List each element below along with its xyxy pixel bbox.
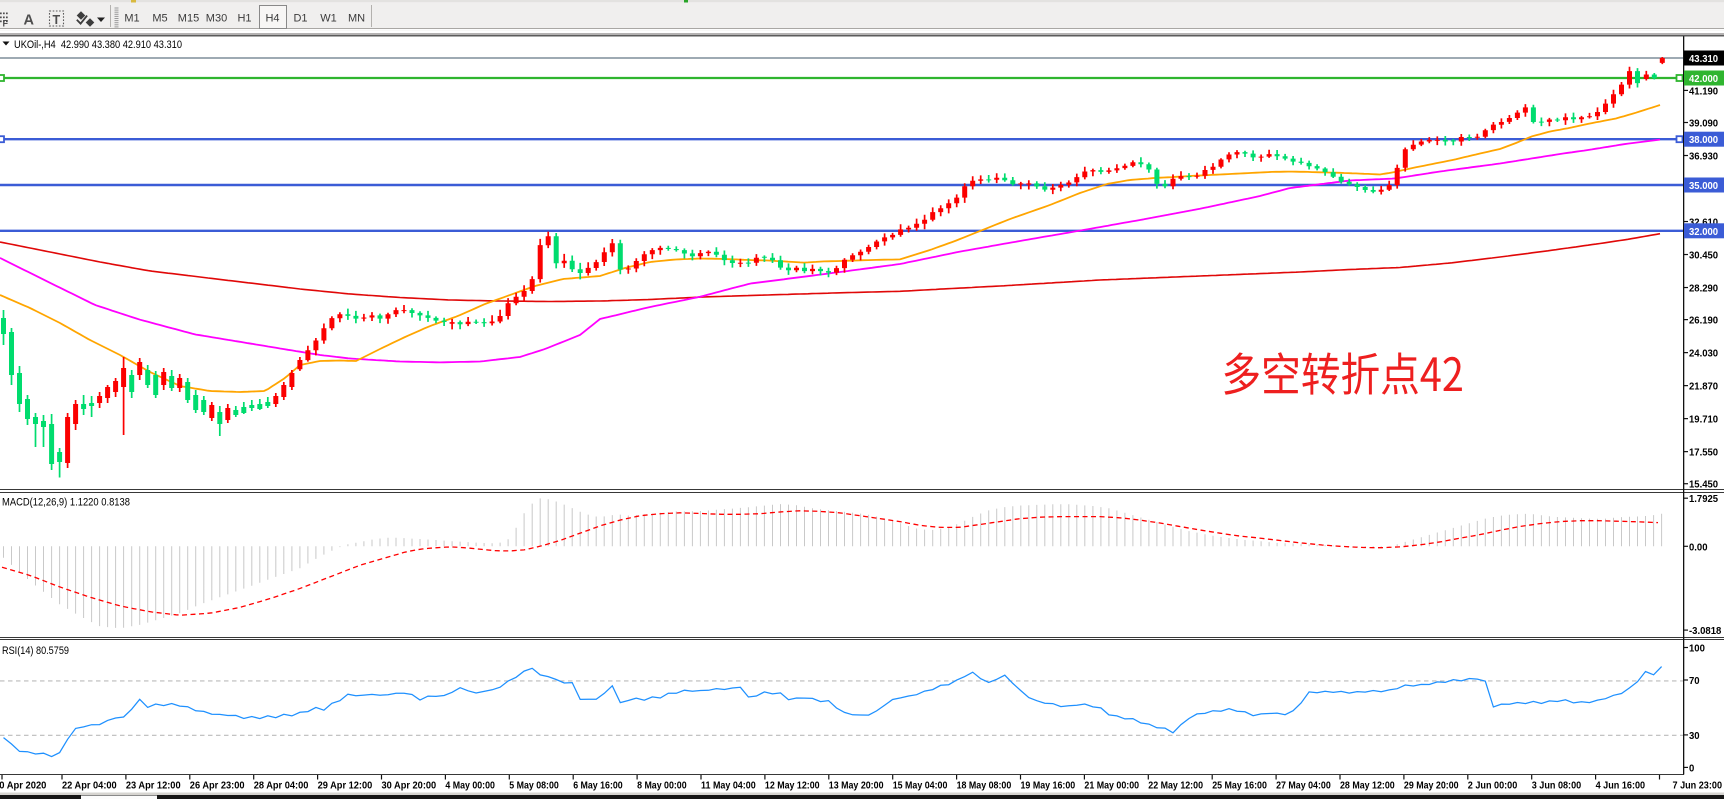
svg-text:1.7925: 1.7925: [1689, 494, 1718, 505]
svg-text:22 May 12:00: 22 May 12:00: [1148, 781, 1203, 792]
svg-text:22 Apr 04:00: 22 Apr 04:00: [62, 781, 117, 792]
svg-text:70: 70: [1689, 676, 1700, 687]
svg-text:8 May 00:00: 8 May 00:00: [637, 781, 687, 792]
svg-text:26 Apr 23:00: 26 Apr 23:00: [190, 781, 245, 792]
svg-text:29 May 20:00: 29 May 20:00: [1404, 781, 1459, 792]
svg-text:15 May 04:00: 15 May 04:00: [893, 781, 948, 792]
svg-text:21.870: 21.870: [1689, 382, 1718, 393]
svg-text:M15: M15: [178, 13, 199, 25]
svg-text:18 May 08:00: 18 May 08:00: [957, 781, 1012, 792]
svg-text:19.710: 19.710: [1689, 415, 1718, 426]
svg-text:42.000: 42.000: [1689, 74, 1718, 85]
svg-text:21 May 00:00: 21 May 00:00: [1084, 781, 1139, 792]
svg-text:28 May 12:00: 28 May 12:00: [1340, 781, 1395, 792]
svg-text:M1: M1: [124, 13, 139, 25]
svg-text:24.030: 24.030: [1689, 349, 1718, 360]
svg-text:27 May 04:00: 27 May 04:00: [1276, 781, 1331, 792]
svg-text:W1: W1: [320, 13, 337, 25]
svg-text:35.000: 35.000: [1689, 181, 1718, 192]
svg-text:M30: M30: [206, 13, 227, 25]
svg-text:UKOil-,H4 42.990 43.380 42.91: UKOil-,H4 42.990 43.380 42.910 43.310: [14, 39, 182, 51]
svg-text:20 Apr 2020: 20 Apr 2020: [0, 781, 47, 792]
svg-text:11 May 04:00: 11 May 04:00: [701, 781, 756, 792]
svg-text:0: 0: [1689, 763, 1695, 774]
svg-text:100: 100: [1689, 644, 1705, 655]
svg-text:39.090: 39.090: [1689, 119, 1718, 130]
svg-text:D1: D1: [293, 13, 307, 25]
svg-text:M5: M5: [152, 13, 167, 25]
svg-text:T: T: [53, 13, 61, 27]
svg-text:F: F: [3, 19, 9, 29]
svg-text:13 May 20:00: 13 May 20:00: [829, 781, 884, 792]
svg-text:17.550: 17.550: [1689, 448, 1718, 459]
svg-text:A: A: [24, 13, 35, 29]
svg-text:2 Jun 00:00: 2 Jun 00:00: [1468, 781, 1518, 792]
svg-text:15.450: 15.450: [1689, 480, 1718, 491]
svg-text:7 Jun 23:00: 7 Jun 23:00: [1673, 781, 1723, 792]
svg-text:RSI(14) 80.5759: RSI(14) 80.5759: [2, 645, 69, 657]
svg-text:0.00: 0.00: [1689, 542, 1708, 553]
svg-text:6 May 16:00: 6 May 16:00: [573, 781, 623, 792]
svg-text:4 Jun 16:00: 4 Jun 16:00: [1596, 781, 1646, 792]
svg-text:30 Apr 20:00: 30 Apr 20:00: [382, 781, 437, 792]
svg-text:41.190: 41.190: [1689, 86, 1718, 97]
svg-text:30.450: 30.450: [1689, 251, 1718, 262]
svg-text:43.310: 43.310: [1689, 54, 1718, 65]
svg-text:28 Apr 04:00: 28 Apr 04:00: [254, 781, 309, 792]
svg-text:25 May 16:00: 25 May 16:00: [1212, 781, 1267, 792]
svg-text:28.290: 28.290: [1689, 284, 1718, 295]
svg-text:19 May 16:00: 19 May 16:00: [1021, 781, 1076, 792]
svg-text:5 May 08:00: 5 May 08:00: [509, 781, 559, 792]
svg-text:4 May 00:00: 4 May 00:00: [445, 781, 495, 792]
svg-text:MN: MN: [348, 13, 365, 25]
svg-text:30: 30: [1689, 731, 1700, 742]
svg-text:23 Apr 12:00: 23 Apr 12:00: [126, 781, 181, 792]
svg-text:29 Apr 12:00: 29 Apr 12:00: [318, 781, 373, 792]
svg-text:MACD(12,26,9) 1.1220 0.8138: MACD(12,26,9) 1.1220 0.8138: [2, 497, 130, 509]
svg-text:12 May 12:00: 12 May 12:00: [765, 781, 820, 792]
svg-text:26.190: 26.190: [1689, 316, 1718, 327]
svg-text:36.930: 36.930: [1689, 152, 1718, 163]
svg-text:3 Jun 08:00: 3 Jun 08:00: [1532, 781, 1582, 792]
svg-text:32.610: 32.610: [1689, 218, 1718, 229]
svg-text:-3.0818: -3.0818: [1689, 626, 1721, 637]
svg-text:H4: H4: [265, 13, 279, 25]
svg-text:H1: H1: [237, 13, 251, 25]
svg-text:38.000: 38.000: [1689, 135, 1718, 146]
svg-text:32.000: 32.000: [1689, 227, 1718, 238]
